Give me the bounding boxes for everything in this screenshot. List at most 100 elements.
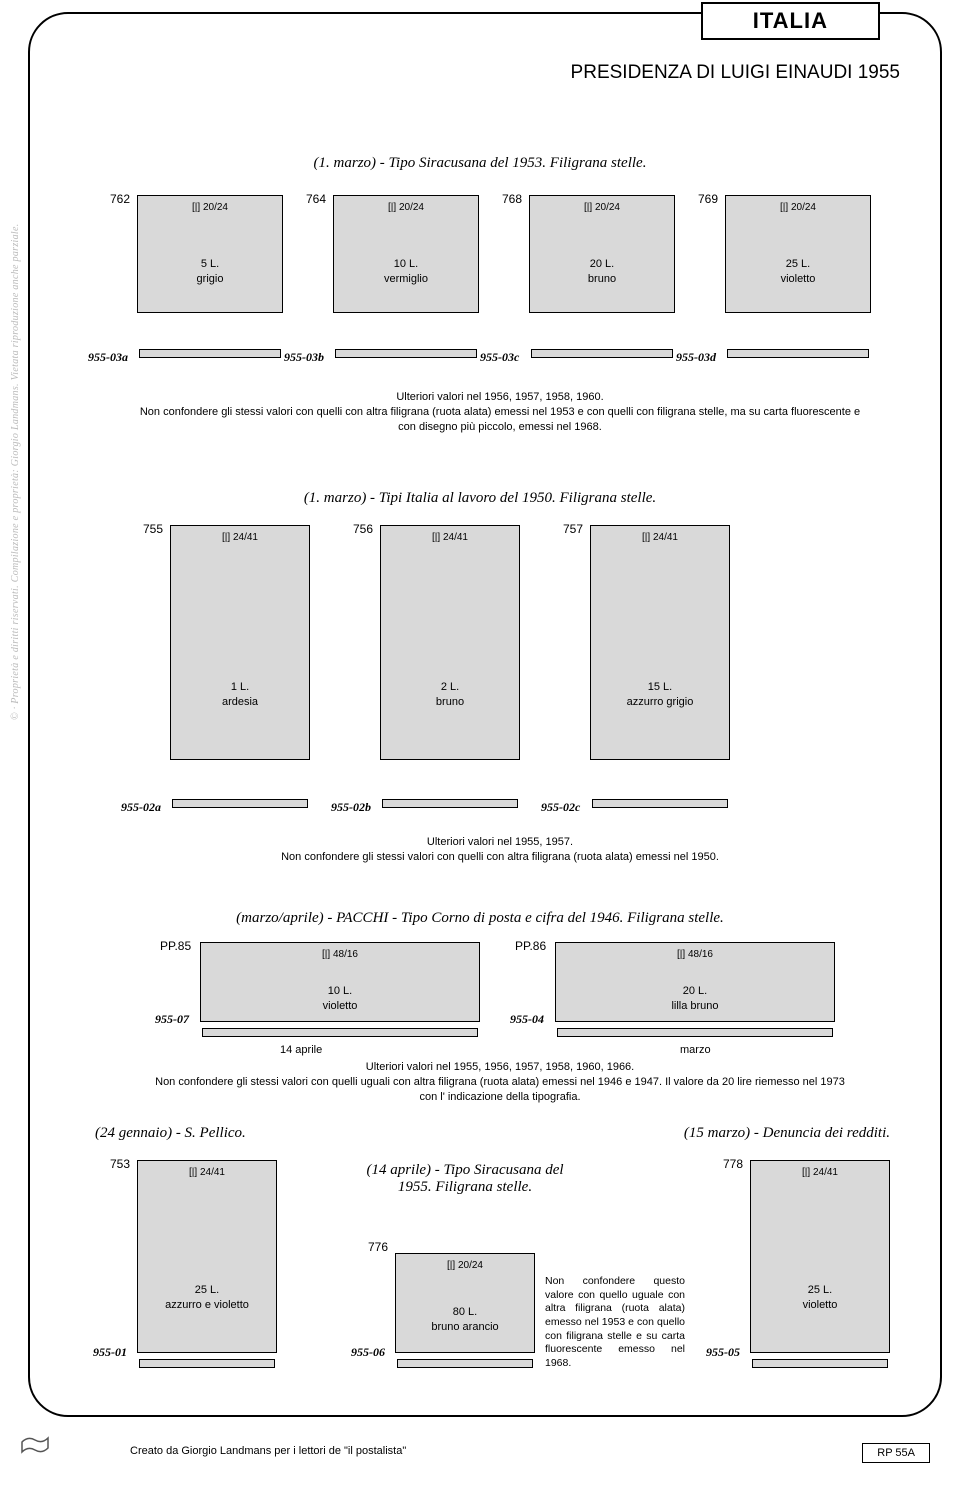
stamp-size: [|] 20/24 xyxy=(780,202,816,213)
stamp-color: azzurro grigio xyxy=(627,696,694,708)
section4b-title: (14 aprile) - Tipo Siracusana del 1955. … xyxy=(355,1162,575,1196)
stamp-value: 25 L. violetto xyxy=(751,1283,889,1312)
stamp-box: [|] 48/16 10 L.violetto xyxy=(200,942,480,1022)
stamp-color: violetto xyxy=(781,273,816,285)
stamp-strip xyxy=(139,1359,275,1368)
stamp-value: 5 L. grigio xyxy=(138,257,282,286)
stamp-code: 955-03d xyxy=(676,350,716,365)
stamp-date: marzo xyxy=(680,1044,711,1056)
country-title: ITALIA xyxy=(701,2,880,40)
stamp-color: violetto xyxy=(803,1299,838,1311)
stamp-value: 1 L. ardesia xyxy=(171,680,309,709)
stamp-strip xyxy=(139,349,281,358)
stamp-value: 25 L. azzurro e violetto xyxy=(138,1283,276,1312)
stamp-value: 10 L.violetto xyxy=(201,984,479,1013)
stamp-denom: 25 L. xyxy=(786,258,810,270)
stamp-strip xyxy=(592,799,728,808)
stamp-code: 955-04 xyxy=(510,1012,544,1027)
section1-note: Ulteriori valori nel 1956, 1957, 1958, 1… xyxy=(130,390,870,435)
stamp-num: 753 xyxy=(110,1157,130,1171)
stamp-strip xyxy=(397,1359,533,1368)
stamp-box: [|] 20/24 20 L.bruno xyxy=(529,195,675,313)
stamp-date: 14 aprile xyxy=(280,1044,322,1056)
stamp-code: 955-06 xyxy=(351,1345,385,1360)
stamp-denom: 20 L. xyxy=(683,985,707,997)
stamp-denom: 1 L. xyxy=(231,681,249,693)
stamp-denom: 80 L. xyxy=(453,1306,477,1318)
stamp-denom: 10 L. xyxy=(394,258,418,270)
stamp-size: [|] 20/24 xyxy=(192,202,228,213)
stamp-code: 955-07 xyxy=(155,1012,189,1027)
section4b-note: Non confondere questo valore con quello … xyxy=(545,1275,685,1370)
stamp-size: [|] 24/41 xyxy=(432,532,468,543)
stamp-code: 955-03a xyxy=(88,350,128,365)
stamp-num: 757 xyxy=(563,522,583,536)
stamp-denom: 15 L. xyxy=(648,681,672,693)
stamp-code: 955-03c xyxy=(480,350,519,365)
stamp-strip xyxy=(172,799,308,808)
stamp-color: bruno xyxy=(436,696,464,708)
stamp-denom: 25 L. xyxy=(195,1284,219,1296)
stamp-num: 755 xyxy=(143,522,163,536)
stamp-color: azzurro e violetto xyxy=(165,1299,249,1311)
section3-note: Ulteriori valori nel 1955, 1956, 1957, 1… xyxy=(150,1060,850,1105)
stamp-box: [|] 24/41 15 L.azzurro grigio xyxy=(590,525,730,760)
stamp-denom: 5 L. xyxy=(201,258,219,270)
stamp-box: [|] 20/24 5 L. grigio xyxy=(137,195,283,313)
footer-text: Creato da Giorgio Landmans per i lettori… xyxy=(130,1445,406,1457)
stamp-value: 2 L.bruno xyxy=(381,680,519,709)
stamp-box: [|] 24/41 25 L. violetto xyxy=(750,1160,890,1353)
stamp-box: [|] 24/41 25 L. azzurro e violetto xyxy=(137,1160,277,1353)
stamp-value: 20 L. lilla bruno xyxy=(556,984,834,1013)
stamp-num: 768 xyxy=(502,192,522,206)
copyright-sidetext: © · Proprietà e diritti riservati. Compi… xyxy=(10,223,21,720)
stamp-code: 955-02b xyxy=(331,800,371,815)
stamp-strip xyxy=(382,799,518,808)
stamp-box: [|] 20/24 10 L. vermiglio xyxy=(333,195,479,313)
stamp-size: [|] 24/41 xyxy=(189,1167,225,1178)
stamp-color: vermiglio xyxy=(384,273,428,285)
stamp-color: grigio xyxy=(197,273,224,285)
stamp-strip xyxy=(727,349,869,358)
stamp-value: 20 L.bruno xyxy=(530,257,674,286)
section4a-title: (24 gennaio) - S. Pellico. xyxy=(95,1125,246,1142)
stamp-size: [|] 24/41 xyxy=(802,1167,838,1178)
note-line: Non confondere gli stessi valori con que… xyxy=(130,850,870,865)
stamp-code: 955-05 xyxy=(706,1345,740,1360)
stamp-num: 769 xyxy=(698,192,718,206)
stamp-box: [|] 24/41 1 L.ardesia xyxy=(170,525,310,760)
note-line: Ulteriori valori nel 1955, 1956, 1957, 1… xyxy=(150,1060,850,1075)
stamp-value: 25 L. violetto xyxy=(726,257,870,286)
stamp-value: 80 L.bruno arancio xyxy=(396,1305,534,1334)
stamp-box: [|] 24/41 2 L.bruno xyxy=(380,525,520,760)
stamp-size: [|] 48/16 xyxy=(677,949,713,960)
section2-note: Ulteriori valori nel 1955, 1957. Non con… xyxy=(130,835,870,865)
note-line: Non confondere gli stessi valori con que… xyxy=(150,1075,850,1105)
stamp-box: [|] 20/24 25 L. violetto xyxy=(725,195,871,313)
section3-title: (marzo/aprile) - PACCHI - Tipo Corno di … xyxy=(0,910,960,927)
stamp-size: [|] 20/24 xyxy=(388,202,424,213)
footer-code: RP 55A xyxy=(862,1443,930,1463)
stamp-size: [|] 20/24 xyxy=(584,202,620,213)
note-line: Ulteriori valori nel 1955, 1957. xyxy=(130,835,870,850)
stamp-strip xyxy=(557,1028,833,1037)
note-line: Non confondere gli stessi valori con que… xyxy=(130,405,870,435)
stamp-denom: 20 L. xyxy=(590,258,614,270)
logo-icon xyxy=(20,1434,50,1465)
stamp-num: 756 xyxy=(353,522,373,536)
stamp-color: ardesia xyxy=(222,696,258,708)
stamp-num: PP.85 xyxy=(160,939,191,953)
stamp-color: violetto xyxy=(323,1000,358,1012)
stamp-code: 955-02c xyxy=(541,800,580,815)
stamp-strip xyxy=(752,1359,888,1368)
stamp-num: PP.86 xyxy=(515,939,546,953)
stamp-num: 778 xyxy=(723,1157,743,1171)
stamp-code: 955-02a xyxy=(121,800,161,815)
stamp-num: 776 xyxy=(368,1240,388,1254)
stamp-color: lilla bruno xyxy=(671,1000,718,1012)
stamp-strip xyxy=(335,349,477,358)
stamp-denom: 25 L. xyxy=(808,1284,832,1296)
stamp-size: [|] 20/24 xyxy=(447,1260,483,1271)
stamp-num: 764 xyxy=(306,192,326,206)
stamp-num: 762 xyxy=(110,192,130,206)
